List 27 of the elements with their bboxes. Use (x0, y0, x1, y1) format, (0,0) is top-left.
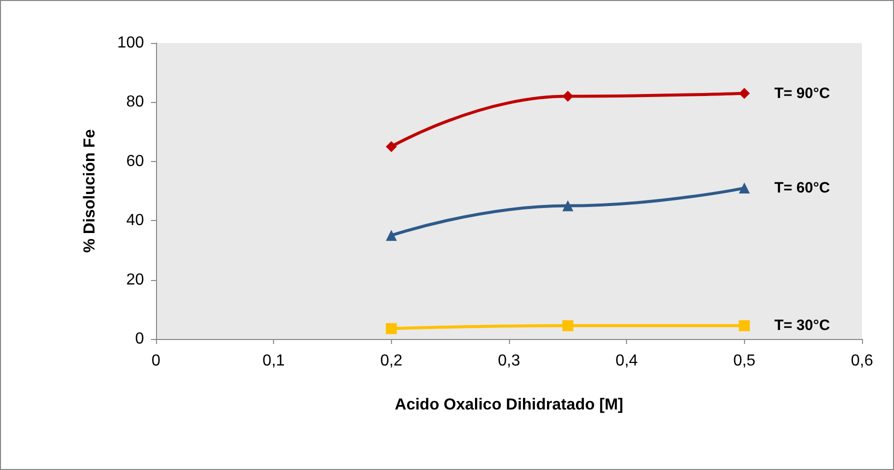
y-tick-label: 40 (126, 212, 144, 230)
point (738, 88, 750, 99)
x-tick-label: 0,5 (733, 352, 756, 370)
point (738, 182, 750, 194)
point (386, 141, 397, 152)
point (562, 200, 574, 212)
series-label: T= 90°C (774, 84, 830, 102)
point (386, 230, 397, 241)
point (738, 320, 750, 332)
point (386, 323, 397, 334)
series-label: T= 60°C (774, 180, 830, 197)
x-tick-label: 0,3 (498, 352, 520, 370)
y-tick-label: 80 (126, 94, 144, 111)
y-axis-title: % Disolución Fe (82, 129, 98, 253)
y-tick-label: 100 (117, 34, 144, 52)
x-tick-label: 0,1 (262, 352, 285, 370)
point (562, 90, 574, 102)
x-tick-label: 0,2 (380, 352, 403, 370)
y-tick-label: 0 (135, 330, 144, 348)
point (562, 320, 574, 332)
x-tick-label: 0,6 (850, 352, 874, 370)
x-tick-label: 0 (152, 352, 161, 370)
series-label: T= 30°C (774, 317, 830, 334)
y-tick-label: 20 (126, 271, 144, 288)
x-tick-label: 0,4 (616, 352, 638, 370)
y-tick-label: 60 (126, 152, 144, 170)
x-axis-title: Acido Oxalico Dihidratado [M] (394, 396, 624, 414)
